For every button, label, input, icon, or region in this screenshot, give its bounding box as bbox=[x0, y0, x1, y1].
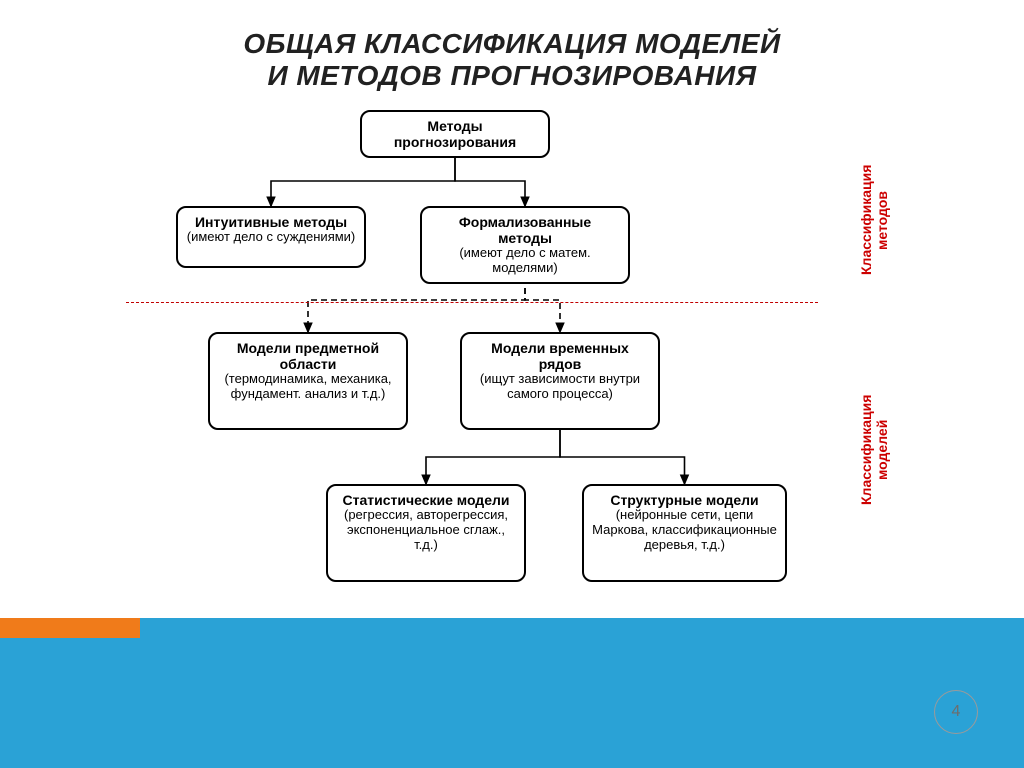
node-subtitle: (ищут зависимости внутри самого процесса… bbox=[470, 372, 650, 402]
node-title: Структурные модели bbox=[592, 492, 777, 508]
footer-bar-orange bbox=[0, 618, 140, 638]
edge-root-intuitive bbox=[271, 156, 455, 206]
node-title: Модели временных рядов bbox=[470, 340, 650, 372]
node-subtitle: (регрессия, авторегрессия, экспоненциаль… bbox=[336, 508, 516, 553]
edge-timeseries-struct bbox=[560, 430, 685, 484]
node-title: Методы прогнозирования bbox=[370, 118, 540, 150]
node-root: Методы прогнозирования bbox=[360, 110, 550, 158]
slide-title: ОБЩАЯ КЛАССИФИКАЦИЯ МОДЕЛЕЙ И МЕТОДОВ ПР… bbox=[0, 28, 1024, 92]
divider-line bbox=[126, 302, 818, 303]
node-struct: Структурные модели(нейронные сети, цепи … bbox=[582, 484, 787, 582]
title-line-2: И МЕТОДОВ ПРОГНОЗИРОВАНИЯ bbox=[0, 60, 1024, 92]
node-subtitle: (нейронные сети, цепи Маркова, классифик… bbox=[592, 508, 777, 553]
node-domain: Модели предметной области(термодинамика,… bbox=[208, 332, 408, 430]
node-stat: Статистические модели(регрессия, авторег… bbox=[326, 484, 526, 582]
node-subtitle: (имеют дело с суждениями) bbox=[186, 230, 356, 245]
title-line-1: ОБЩАЯ КЛАССИФИКАЦИЯ МОДЕЛЕЙ bbox=[243, 28, 780, 59]
edge-timeseries-stat bbox=[426, 430, 560, 484]
side-label-models: Классификация моделей bbox=[858, 350, 890, 550]
node-timeseries: Модели временных рядов(ищут зависимости … bbox=[460, 332, 660, 430]
edge-root-formal bbox=[455, 156, 525, 206]
node-title: Интуитивные методы bbox=[186, 214, 356, 230]
node-formal: Формализованные методы(имеют дело с мате… bbox=[420, 206, 630, 284]
node-intuitive: Интуитивные методы(имеют дело с суждения… bbox=[176, 206, 366, 268]
node-title: Формализованные методы bbox=[430, 214, 620, 246]
side-label-methods: Классификация методов bbox=[858, 150, 890, 290]
node-subtitle: (термодинамика, механика, фундамент. ана… bbox=[218, 372, 398, 402]
footer-bar-blue bbox=[0, 618, 1024, 768]
page-number-badge: 4 bbox=[934, 690, 978, 734]
page-number: 4 bbox=[952, 703, 961, 721]
node-subtitle: (имеют дело с матем. моделями) bbox=[430, 246, 620, 276]
node-title: Модели предметной области bbox=[218, 340, 398, 372]
classification-diagram: Классификация методов Классификация моде… bbox=[120, 110, 880, 640]
node-title: Статистические модели bbox=[336, 492, 516, 508]
slide: ОБЩАЯ КЛАССИФИКАЦИЯ МОДЕЛЕЙ И МЕТОДОВ ПР… bbox=[0, 0, 1024, 768]
